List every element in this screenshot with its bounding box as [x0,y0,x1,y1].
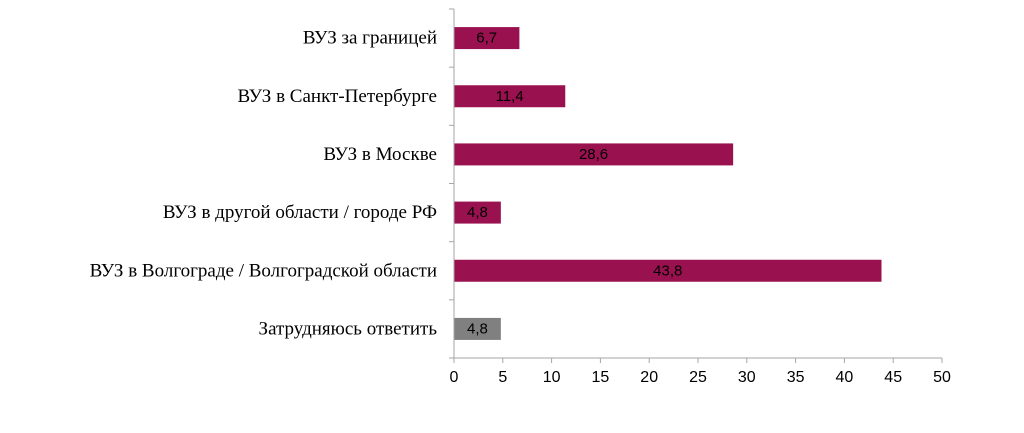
x-tick-label-5: 5 [498,369,507,386]
bar-1 [454,27,520,50]
x-tick-label-45: 45 [884,369,902,386]
category-label-1: ВУЗ за границей [303,28,437,49]
bar-6 [454,317,501,340]
category-label-4: ВУЗ в другой области / городе РФ [163,202,437,223]
x-tick-label-40: 40 [836,369,854,386]
bars-group [454,27,882,340]
category-labels: ВУЗ за границей ВУЗ в Санкт-Петербурге ВУЗ… [90,28,438,340]
data-label-4: 4,8 [467,204,488,221]
bar-2 [454,85,566,108]
x-tick-label-10: 10 [543,369,561,386]
x-tick-label-0: 0 [450,369,459,386]
data-label-1: 6,7 [476,30,497,47]
data-label-6: 4,8 [467,320,488,337]
x-tick-label-15: 15 [592,369,610,386]
data-label-2: 11,4 [496,88,524,105]
bar-5 [454,259,882,282]
category-label-2: ВУЗ в Санкт-Петербурге [237,86,437,107]
data-label-5: 43,8 [653,262,682,279]
x-tick-label-30: 30 [738,369,756,386]
bar-4 [454,201,501,224]
category-label-3: ВУЗ в Москве [323,144,437,165]
category-label-6: Затрудняюсь ответить [259,318,438,339]
data-label-3: 28,6 [579,146,608,163]
x-tick-label-20: 20 [640,369,658,386]
axes-group [449,8,943,363]
bar-3 [454,143,734,166]
x-tick-label-50: 50 [933,369,951,386]
category-label-5: ВУЗ в Волгограде / Волгоградской области [90,260,437,281]
data-labels: 6,7 11,4 28,6 4,8 43,8 4,8 [467,30,682,338]
x-tick-labels: 0 5 10 15 20 25 30 35 40 45 50 [450,369,951,386]
x-tick-label-35: 35 [787,369,805,386]
x-tick-label-25: 25 [689,369,707,386]
